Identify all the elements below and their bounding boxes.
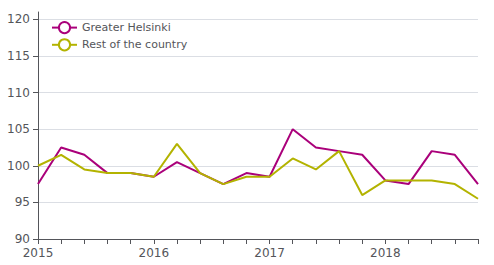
svg-text:115: 115	[7, 49, 30, 63]
svg-text:105: 105	[7, 122, 30, 136]
svg-text:90: 90	[15, 232, 30, 246]
svg-text:2018: 2018	[370, 246, 401, 260]
svg-text:120: 120	[7, 12, 30, 26]
svg-text:Greater Helsinki: Greater Helsinki	[82, 21, 171, 34]
svg-text:100: 100	[7, 159, 30, 173]
svg-text:2015: 2015	[23, 246, 54, 260]
svg-text:110: 110	[7, 86, 30, 100]
svg-text:95: 95	[15, 195, 30, 209]
svg-text:Rest of the country: Rest of the country	[82, 38, 188, 51]
svg-text:2017: 2017	[254, 246, 285, 260]
svg-text:2016: 2016	[139, 246, 170, 260]
